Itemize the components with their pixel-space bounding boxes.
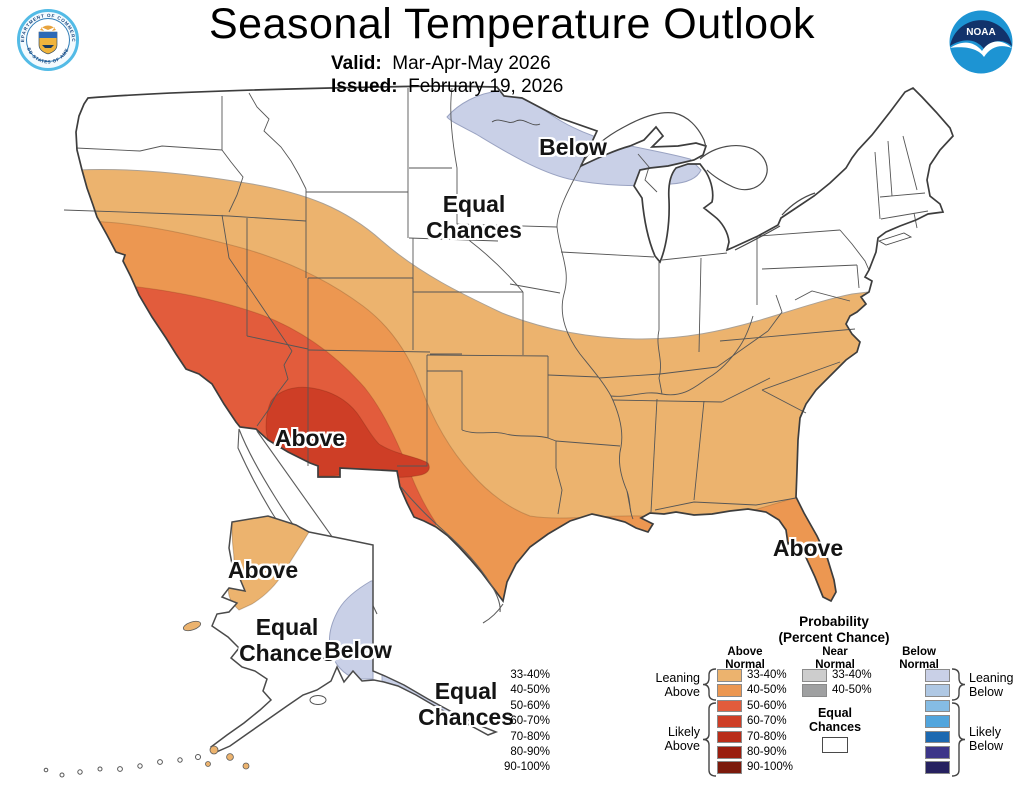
legend-swatch-near — [802, 684, 827, 697]
legend-range-label: 60-70% — [510, 715, 550, 728]
noaa-wordmark: NOAA — [966, 27, 995, 38]
long-island — [877, 232, 913, 246]
legend-swatch-below — [925, 730, 950, 744]
legend-swatch-above — [717, 715, 742, 728]
border-lakes — [491, 119, 541, 126]
seal-eagle-icon — [40, 25, 56, 31]
legend-swatch-below — [925, 761, 950, 774]
legend-range-label: 33-40% — [510, 669, 550, 681]
aleutian-islands — [43, 695, 327, 778]
lake-ontario-north-shore — [781, 192, 816, 216]
legend-header-below: Below Normal — [899, 646, 939, 671]
validity-block: Valid: Mar-Apr-May 2026 Issued: February… — [331, 52, 563, 98]
legend-swatch-below — [925, 684, 950, 697]
legend-range-label: 40-50% — [832, 684, 872, 697]
lake-huron-shore — [699, 145, 768, 191]
great-lakes-shorelines — [491, 112, 913, 251]
legend-leaning-above: Leaning Above — [655, 671, 701, 699]
legend-range-label: 40-50% — [747, 684, 787, 697]
legend-swatch-below — [925, 699, 950, 713]
lake-superior-north-shore — [580, 112, 707, 166]
legend-swatch-above — [717, 761, 742, 774]
legend-range-label: 80-90% — [510, 746, 550, 758]
legend-range-label: 50-60% — [510, 699, 550, 712]
legend-title: Probability (Percent Chance) — [778, 614, 890, 645]
legend-range-label: 33-40% — [747, 669, 787, 681]
legend-header-near: Near Normal — [815, 646, 855, 671]
alaska-outline — [210, 515, 499, 754]
legend-leaning-below: Leaning Below — [969, 671, 1014, 699]
noaa-logo: NOAA — [949, 10, 1013, 74]
state-borders — [63, 87, 929, 520]
equal-chances-swatch — [822, 737, 848, 753]
page-title: Seasonal Temperature Outlook — [208, 0, 815, 48]
alaska-island-orange — [182, 620, 202, 632]
legend-range-label: 70-80% — [747, 730, 787, 743]
legend-range-label: 60-70% — [747, 715, 787, 728]
legend-equal-chances: Equal Chances — [802, 706, 868, 753]
legend-swatch-above — [717, 746, 742, 759]
legend-swatch-above — [717, 699, 742, 713]
legend-range-label: 40-50% — [510, 684, 550, 697]
alaska-inset — [43, 515, 499, 778]
issued-line: Issued: February 19, 2026 — [331, 76, 564, 97]
legend-range-label: 90-100% — [747, 761, 794, 774]
seal-ship-icon — [42, 45, 54, 48]
legend-likely-below: Likely Below — [969, 725, 1004, 753]
legend-swatch-below — [925, 669, 950, 682]
legend-swatch-below — [925, 746, 950, 759]
legend-swatch-below — [925, 715, 950, 728]
legend-range-label: 90-100% — [503, 761, 550, 774]
legend-range-label: 33-40% — [832, 669, 872, 681]
legend-swatch-near — [802, 669, 827, 682]
legend-braces — [702, 668, 966, 777]
legend-swatch-above — [717, 684, 742, 697]
legend-swatch-above — [717, 730, 742, 744]
valid-line: Valid: Mar-Apr-May 2026 — [331, 53, 551, 74]
lake-erie-north-shore — [734, 225, 781, 251]
legend-header-above: Above Normal — [725, 646, 765, 671]
aleutian-islands-above — [205, 745, 250, 770]
legend-range-label: 80-90% — [747, 746, 787, 758]
legend-range-label: 50-60% — [747, 699, 787, 712]
conus-outline — [75, 85, 954, 604]
noaa-gull-icon — [950, 41, 1012, 57]
legend: Probability (Percent Chance) Above Normal… — [504, 610, 1020, 790]
legend-swatch-above — [717, 669, 742, 682]
legend-range-label: 70-80% — [510, 730, 550, 743]
legend-likely-above: Likely Above — [664, 725, 700, 753]
